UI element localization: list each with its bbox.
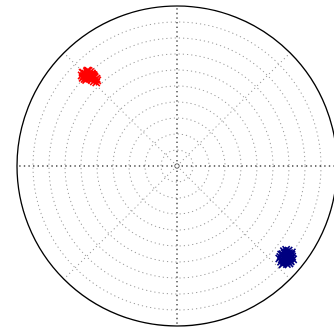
grid-spoke (63, 52, 178, 167)
data-point (81, 75, 91, 85)
origin-marker (174, 163, 180, 169)
polar-grid (32, 21, 322, 311)
data-point (278, 260, 287, 269)
grid-spoke (176, 165, 291, 280)
grid-ring (128, 117, 226, 215)
outer-boundary-circle (16, 5, 334, 327)
data-point (89, 72, 99, 81)
data-point (287, 248, 297, 257)
grid-ring (144, 133, 210, 199)
data-point (83, 66, 92, 75)
grid-ring (64, 53, 290, 279)
data-point (78, 68, 87, 77)
grid-ring (160, 149, 194, 183)
series-1 (77, 66, 102, 87)
grid-spoke (63, 165, 178, 280)
grid-ring (96, 85, 258, 247)
series-2 (275, 245, 298, 269)
grid-ring (48, 37, 306, 295)
grid-ring (80, 69, 274, 263)
grid-ring (112, 101, 242, 231)
data-series-layer (77, 66, 298, 269)
grid-spoke (176, 52, 291, 167)
